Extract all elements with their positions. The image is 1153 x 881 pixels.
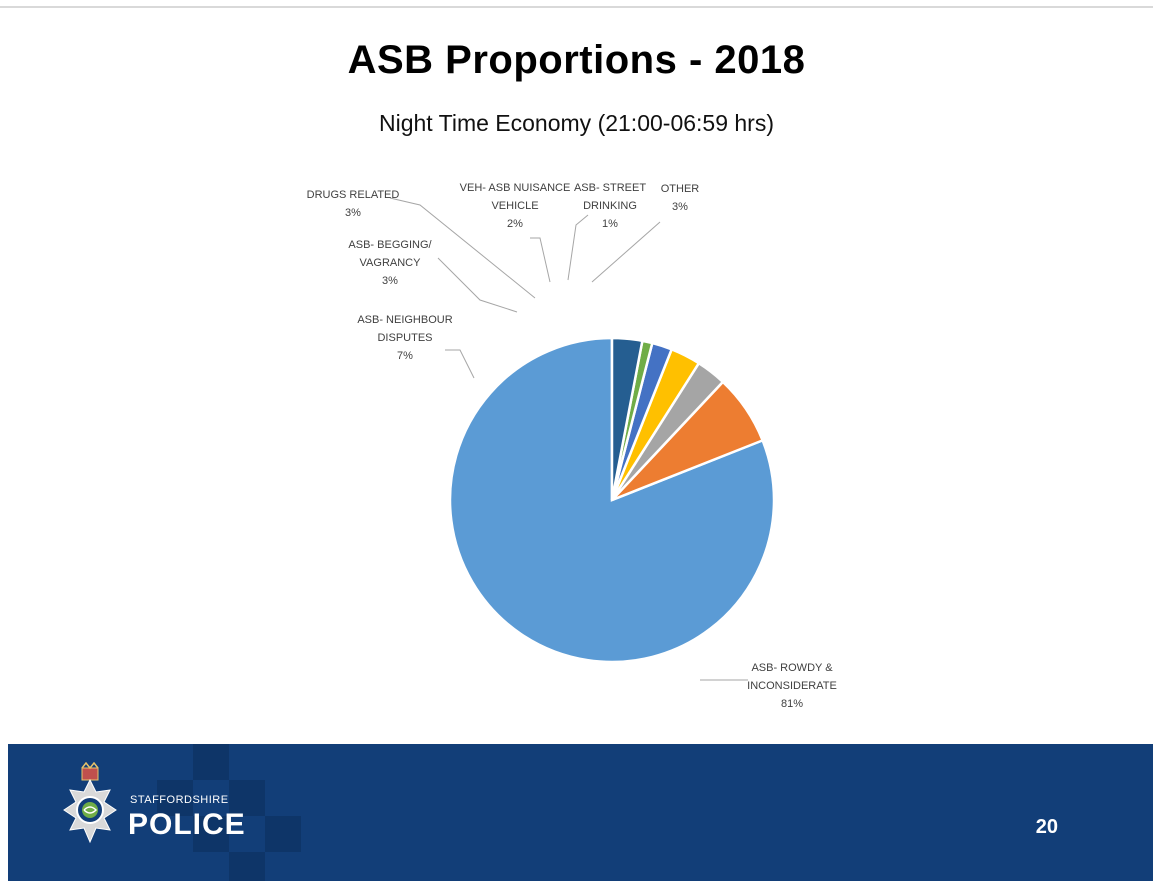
checker-square [193, 816, 229, 852]
slice-label: OTHER 3% [661, 183, 700, 213]
leader-lines [389, 197, 748, 681]
leader-line [591, 221, 661, 283]
leader-line [445, 349, 475, 379]
police-logo: STAFFORDSHIRE POLICE [60, 762, 260, 862]
slide-subtitle: Night Time Economy (21:00-06:59 hrs) [378, 110, 774, 136]
checker-square [265, 816, 301, 852]
checker-square [193, 744, 229, 780]
pie-chart: ASB- ROWDY & INCONSIDERATE 81% ASB- NEIGHBO… [307, 182, 837, 710]
slice-label: DRUGS RELATED 3% [307, 189, 400, 219]
slide-title: ASB Proportions - 2018 [347, 38, 806, 82]
brand-name-big: POLICE [128, 808, 246, 841]
leader-line [437, 257, 518, 313]
slice-label: ASB- BEGGING/VAGRANCY 3% [348, 239, 432, 287]
pie-slices [448, 336, 776, 664]
footer-bar: STAFFORDSHIRE POLICE 20 [8, 744, 1153, 881]
slice-label: VEH- ASB NUISANCE VEHICLE 2% [460, 182, 571, 230]
slice-label: ASB- STREET DRINKING 1% [574, 182, 646, 230]
brand-name-small: STAFFORDSHIRE [130, 794, 229, 806]
police-badge-icon [63, 762, 117, 844]
leader-line [389, 197, 536, 299]
slice-label: ASB- NEIGHBOUR DISPUTES 7% [357, 314, 452, 362]
leader-line [567, 214, 589, 281]
slice-label: ASB- ROWDY & INCONSIDERATE 81% [747, 662, 837, 710]
leader-line [530, 237, 551, 283]
checker-square [229, 780, 265, 816]
pie-slice [610, 336, 644, 501]
slice-labels: ASB- ROWDY & INCONSIDERATE 81% ASB- NEIGHBO… [307, 182, 837, 710]
top-rule [0, 6, 1153, 8]
page-number: 20 [1035, 816, 1058, 838]
checker-square [157, 780, 193, 816]
checker-square [229, 852, 265, 881]
